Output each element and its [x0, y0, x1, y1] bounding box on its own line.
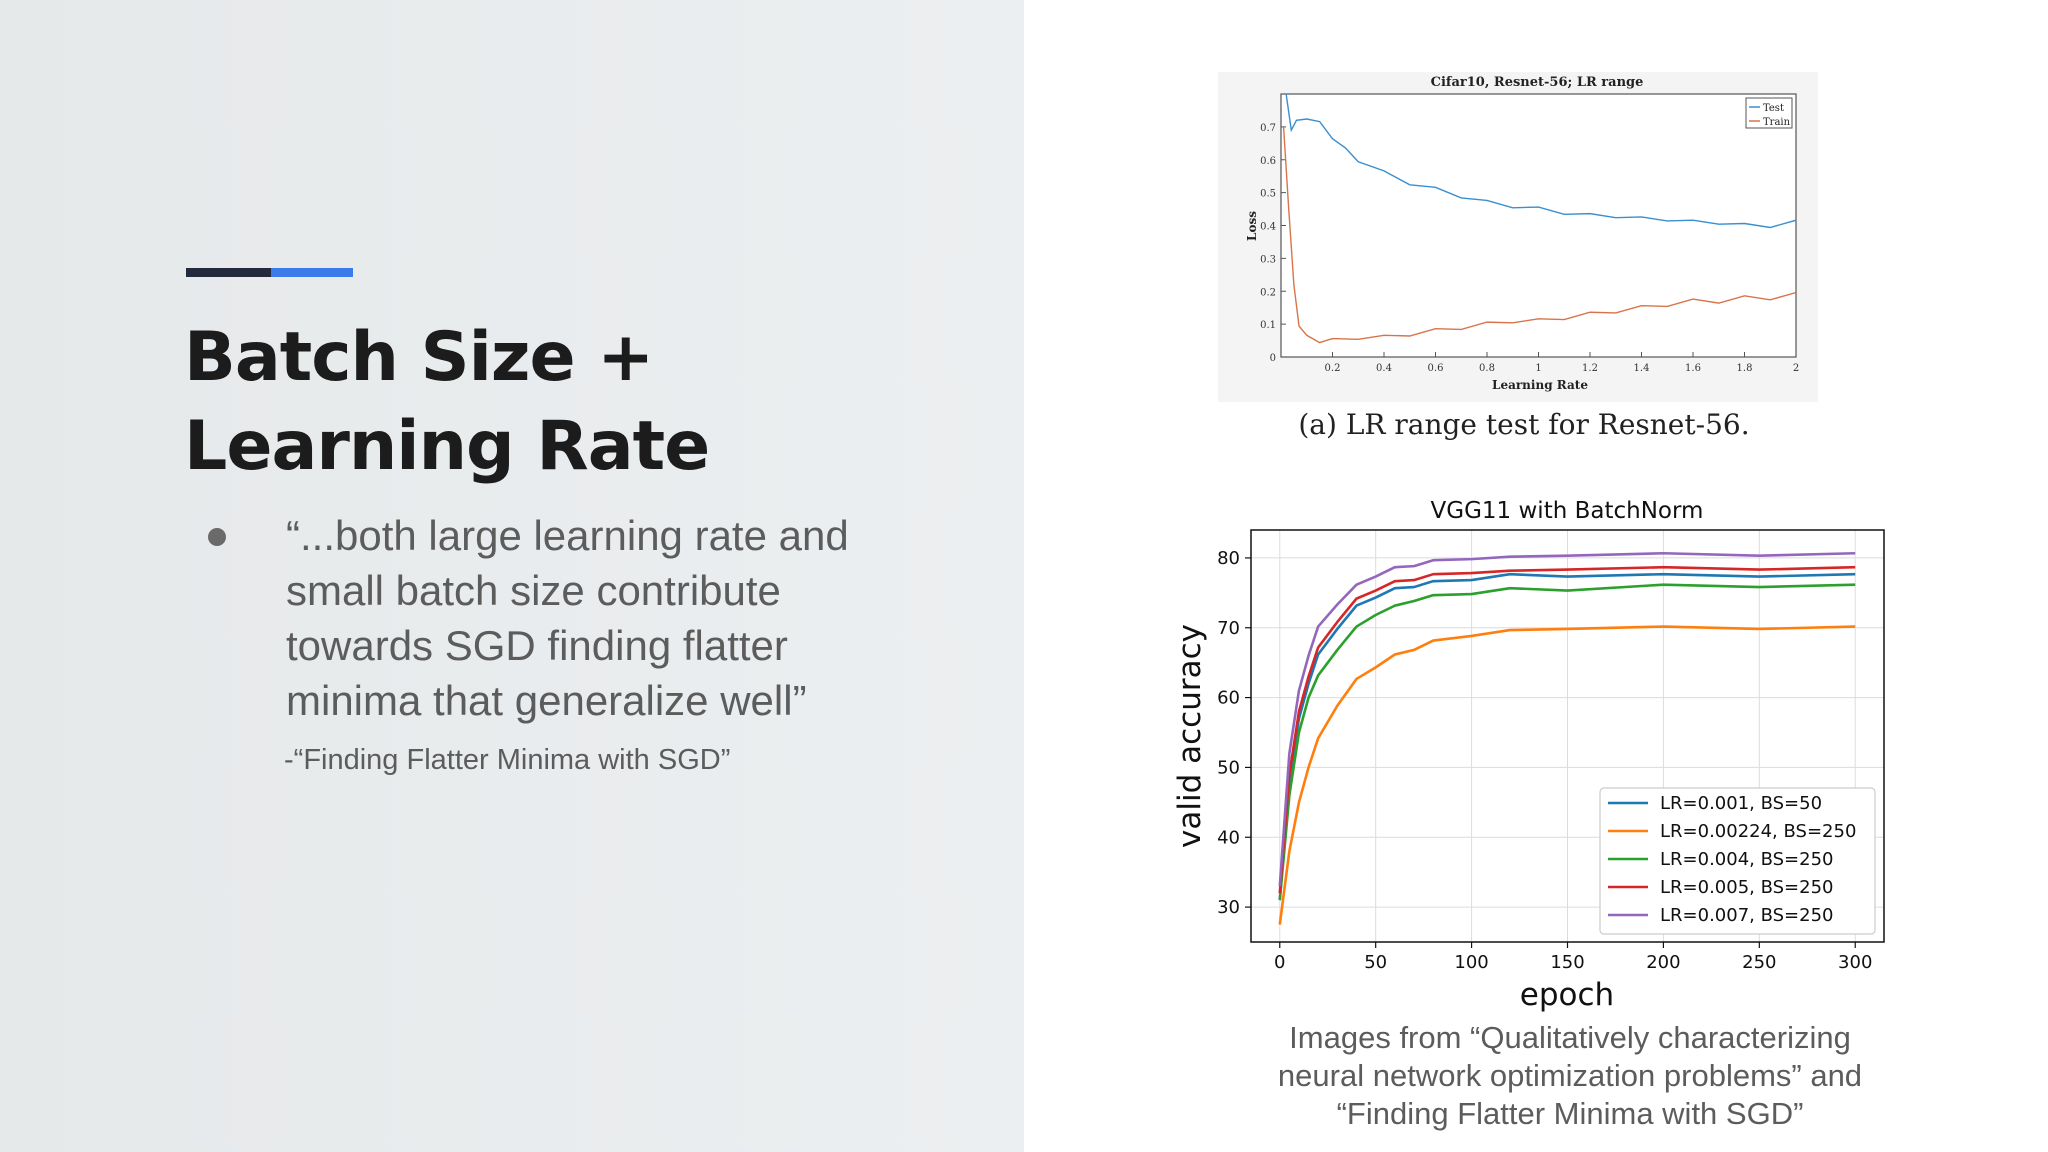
chart1-ytick-label: 0.3: [1260, 254, 1276, 265]
bullet-icon: [208, 528, 226, 546]
chart2-ytick-label: 60: [1217, 688, 1240, 709]
quote-line-1: “...both large learning rate and: [286, 512, 849, 559]
credit-line-3: “Finding Flatter Minima with SGD”: [1336, 1096, 1804, 1131]
accent-bar-blue: [271, 268, 353, 277]
slide-title-line-2: Learning Rate: [184, 407, 710, 486]
chart1-legend-box: [1745, 97, 1793, 129]
chart2-series-line: [1278, 572, 1856, 901]
chart2-title: VGG11 with BatchNorm: [1431, 498, 1704, 524]
chart2-ytick-label: 30: [1217, 897, 1240, 918]
chart1-series-train: [1282, 126, 1796, 344]
chart2-ytick-label: 80: [1217, 548, 1240, 569]
chart2-series-line: [1278, 583, 1856, 901]
accent-bar-dark: [186, 268, 271, 277]
left-panel: Batch Size + Learning Rate “...both larg…: [0, 0, 1024, 1152]
quote-line-2: small batch size contribute: [286, 567, 781, 614]
chart1-xtick-label: 1: [1535, 363, 1541, 374]
chart2-frame: [1250, 529, 1885, 943]
chart1-series-test: [1285, 94, 1796, 229]
chart2-legend-box: [1599, 787, 1876, 935]
chart2-legend: LR=0.001, BS=50 LR=0.00224, BS=250 LR=0.00…: [1599, 787, 1876, 935]
chart1-xtick-label: 2: [1793, 363, 1799, 374]
chart1-xtick-label: 0.2: [1325, 363, 1341, 374]
chart2-series-line: [1278, 565, 1856, 894]
chart1-xtick-label: 1.6: [1685, 363, 1701, 374]
credit-line-1: Images from “Qualitatively characterizin…: [1289, 1020, 1851, 1055]
chart1-ytick-label: 0.4: [1260, 222, 1276, 233]
quote-line-3: towards SGD finding flatter: [286, 622, 788, 669]
accent-bar: [186, 268, 353, 277]
chart1-legend: Test Train: [1745, 97, 1793, 129]
chart1-ytick-label: 0.7: [1260, 123, 1276, 134]
chart2-plot-area: [1251, 530, 1884, 942]
chart1-title: Cifar10, Resnet-56; LR range: [1431, 75, 1644, 90]
chart2-legend-label: LR=0.00224, BS=250: [1660, 821, 1856, 842]
quote-source: -“Finding Flatter Minima with SGD”: [284, 744, 731, 776]
chart1-image-bg: [1218, 72, 1818, 402]
chart2-series-line: [1278, 551, 1856, 887]
chart2-xtick-label: 50: [1364, 952, 1387, 973]
chart1-ylabel: Loss: [1245, 211, 1259, 241]
chart2-ylabel: valid accuracy: [1172, 624, 1208, 848]
chart1-ytick-label: 0.6: [1260, 156, 1276, 167]
chart1-ytick-label: 0.2: [1260, 287, 1276, 298]
chart1-ytick-label: 0.1: [1260, 320, 1276, 331]
quote-line-4: minima that generalize well”: [286, 677, 807, 724]
chart2-xtick-label: 100: [1454, 952, 1488, 973]
chart2-series-line: [1278, 625, 1856, 925]
chart1-xtick-label: 1.2: [1582, 363, 1598, 374]
chart2-ytick-label: 50: [1217, 757, 1240, 778]
chart1-xtick-label: 1.4: [1634, 363, 1650, 374]
chart2-xtick-label: 200: [1646, 952, 1680, 973]
chart2-legend-label: LR=0.007, BS=250: [1660, 905, 1834, 926]
chart2-ytick-label: 70: [1217, 618, 1240, 639]
chart2-xtick-label: 0: [1274, 952, 1285, 973]
chart2-xlabel: epoch: [1520, 977, 1614, 1013]
chart1-xtick-label: 0.8: [1479, 363, 1495, 374]
chart1-xtick-label: 0.6: [1428, 363, 1444, 374]
chart1-xtick-label: 1.8: [1737, 363, 1753, 374]
chart2-xtick-label: 300: [1838, 952, 1872, 973]
chart1-xtick-label: 0.4: [1376, 363, 1392, 374]
chart2-legend-label: LR=0.001, BS=50: [1660, 793, 1822, 814]
chart2-legend-label: LR=0.004, BS=250: [1660, 849, 1834, 870]
chart2-legend-label: LR=0.005, BS=250: [1660, 877, 1834, 898]
chart1-legend-label-test: Test: [1763, 103, 1784, 114]
chart1-legend-label-train: Train: [1763, 117, 1791, 128]
credit-line-2: neural network optimization problems” an…: [1277, 1058, 1863, 1093]
chart2-ytick-label: 40: [1217, 827, 1240, 848]
chart2-xtick-label: 250: [1742, 952, 1776, 973]
chart2-xtick-label: 150: [1550, 952, 1584, 973]
chart1-caption: (a) LR range test for Resnet-56.: [1298, 408, 1750, 441]
chart1-ytick-label: 0: [1270, 353, 1276, 364]
chart1-ytick-label: 0.5: [1260, 189, 1276, 200]
chart1-xlabel: Learning Rate: [1492, 378, 1588, 392]
slide-title-line-1: Batch Size +: [184, 318, 654, 397]
chart1-plot-area: [1280, 93, 1797, 358]
